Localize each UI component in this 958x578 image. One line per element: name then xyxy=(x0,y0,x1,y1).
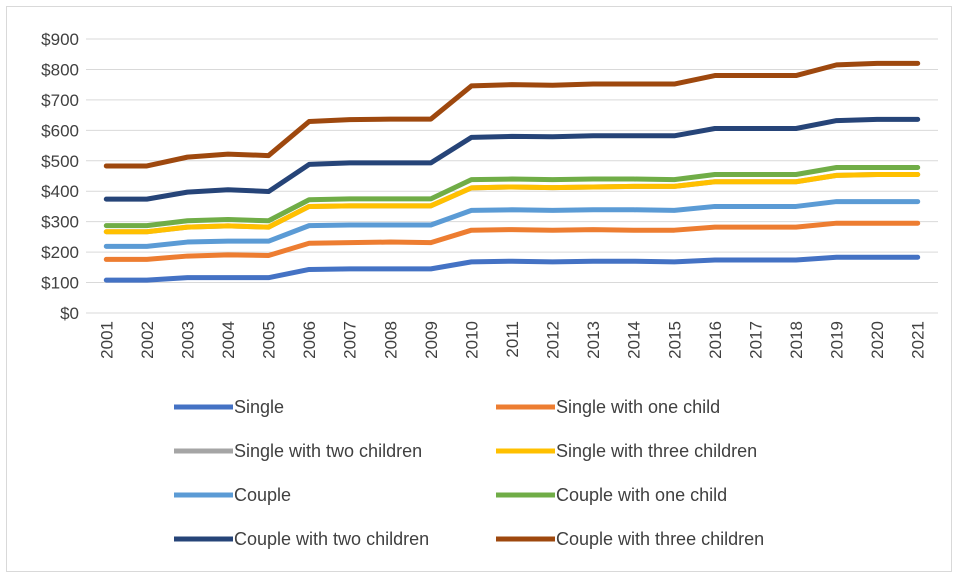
x-tick-label: 2017 xyxy=(746,321,765,359)
y-tick-label: $300 xyxy=(41,213,79,232)
x-tick-label: 2011 xyxy=(503,321,522,358)
x-tick-label: 2012 xyxy=(544,321,563,359)
y-axis: $0 $100 $200 $300 $400 $500 $600 $700 $800 $900 xyxy=(41,30,79,323)
y-tick-label: $100 xyxy=(41,274,79,293)
y-tick-label: $0 xyxy=(60,304,79,323)
x-tick-label: 2019 xyxy=(828,321,847,359)
x-axis: 2001 2002 2003 2004 2005 2006 2007 2008 2009 2010… xyxy=(97,321,927,359)
x-tick-label: 2004 xyxy=(219,321,238,359)
y-tick-label: $800 xyxy=(41,60,79,79)
y-tick-label: $700 xyxy=(41,91,79,110)
line-chart: $0 $100 $200 $300 $400 $500 $600 $700 $800 $900 2… xyxy=(41,30,938,549)
series-line-6 xyxy=(103,164,921,229)
x-tick-label: 2018 xyxy=(787,321,806,359)
series-line-5 xyxy=(103,199,921,249)
x-tick-label: 2009 xyxy=(422,321,441,359)
series-line-1 xyxy=(103,254,921,283)
x-tick-label: 2002 xyxy=(138,321,157,359)
x-tick-label: 2015 xyxy=(665,321,684,359)
legend: Single Single with one child Single with t… xyxy=(174,397,764,549)
x-tick-label: 2005 xyxy=(260,321,279,359)
y-tick-label: $600 xyxy=(41,121,79,140)
x-tick-label: 2003 xyxy=(178,321,197,359)
x-tick-label: 2010 xyxy=(462,321,481,359)
series-lines xyxy=(103,60,921,283)
x-tick-label: 2008 xyxy=(381,321,400,359)
x-tick-label: 2021 xyxy=(909,321,928,359)
chart-container: $0 $100 $200 $300 $400 $500 $600 $700 $800 $900 2… xyxy=(6,6,952,572)
x-tick-label: 2007 xyxy=(341,321,360,359)
series-line-7 xyxy=(103,116,921,202)
legend-label: Single xyxy=(234,397,284,417)
y-tick-label: $200 xyxy=(41,243,79,262)
x-tick-label: 2020 xyxy=(868,321,887,359)
x-tick-label: 2016 xyxy=(706,321,725,359)
x-tick-label: 2014 xyxy=(625,321,644,359)
y-tick-label: $900 xyxy=(41,30,79,49)
series-line-8 xyxy=(103,60,921,169)
x-tick-label: 2013 xyxy=(584,321,603,359)
legend-label: Couple with one child xyxy=(556,485,727,505)
series-line-2 xyxy=(103,220,921,262)
series-line-4 xyxy=(103,171,921,235)
legend-label: Single with three children xyxy=(556,441,757,461)
x-tick-label: 2006 xyxy=(300,321,319,359)
y-tick-label: $400 xyxy=(41,182,79,201)
gridlines xyxy=(86,38,938,314)
legend-label: Couple with three children xyxy=(556,529,764,549)
legend-label: Couple xyxy=(234,485,291,505)
legend-label: Single with one child xyxy=(556,397,720,417)
y-tick-label: $500 xyxy=(41,152,79,171)
legend-label: Couple with two children xyxy=(234,529,429,549)
legend-label: Single with two children xyxy=(234,441,422,461)
x-tick-label: 2001 xyxy=(97,321,116,359)
